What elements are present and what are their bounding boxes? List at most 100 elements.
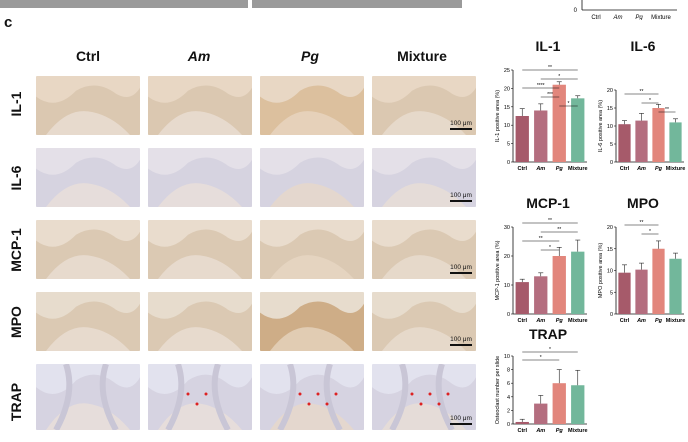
significance-label: * (549, 245, 551, 251)
bar-am (635, 269, 648, 314)
bar-ctrl (515, 116, 529, 162)
x-category-label: Pg (556, 428, 564, 434)
zero-tick-label: 0 (574, 8, 578, 14)
y-tick-label: 25 (504, 68, 510, 74)
micrograph-mcp-1-ctrl (36, 220, 140, 279)
y-tick-label: 5 (507, 142, 510, 148)
top-category-label: Mixture (651, 15, 671, 20)
y-tick-label: 20 (607, 225, 613, 231)
x-category-label: Mixture (568, 318, 588, 324)
significance-label: * (549, 347, 551, 353)
x-category-label: Pg (556, 166, 564, 172)
y-tick-label: 5 (610, 290, 613, 296)
top-category-label: Am (613, 15, 623, 20)
bar-mixture (669, 122, 682, 162)
bar-pg (652, 108, 665, 162)
x-category-label: Mixture (568, 166, 588, 172)
significance-label: *** (547, 92, 553, 98)
x-category-label: Ctrl (518, 428, 528, 434)
column-header-mixture: Mixture (397, 48, 447, 64)
y-tick-label: 10 (504, 123, 510, 129)
y-tick-label: 8 (507, 368, 510, 374)
previous-chart-axis-fragment: 0 Ctrl Am Pg Mixture (574, 0, 677, 20)
row-label-trap: TRAP (8, 382, 24, 422)
column-header-am: Am (187, 48, 211, 64)
scale-bar-line (450, 344, 472, 346)
bar-mixture (669, 258, 682, 314)
x-category-label: Ctrl (620, 166, 630, 172)
il6-bar-chart: IL-6 positive area (%) 0 5 10 15 20 Ctrl Am Pg Mi… (598, 88, 686, 172)
scale-bar-label: 100 μm (450, 415, 472, 422)
y-tick-label: 2 (507, 408, 510, 414)
y-tick-label: 0 (507, 312, 510, 318)
chart-title-mpo: MPO (627, 195, 659, 211)
scale-bar: 100 μm (450, 264, 472, 274)
significance-label: ** (640, 220, 644, 226)
x-category-label: Am (636, 318, 646, 324)
scale-bar: 100 μm (450, 120, 472, 130)
y-tick-label: 6 (507, 381, 510, 387)
significance-label: **** (537, 83, 545, 89)
row-label-mcp1: MCP-1 (8, 228, 24, 272)
top-category-label: Pg (635, 15, 643, 20)
scale-bar: 100 μm (450, 192, 472, 202)
y-axis-label: MPO positive area (%) (598, 243, 604, 298)
panel-label: c (4, 14, 13, 31)
row-label-mpo: MPO (8, 306, 24, 338)
significance-label: ** (548, 218, 552, 224)
previous-panel-image-strip-left (0, 0, 248, 8)
bar-ctrl (618, 124, 631, 162)
scale-bar-line (450, 272, 472, 274)
bar-ctrl (618, 272, 631, 314)
significance-label: ** (539, 236, 543, 242)
significance-label: * (649, 98, 651, 104)
micrograph-mpo-am (148, 292, 252, 351)
scale-bar: 100 μm (450, 415, 472, 425)
x-category-label: Mixture (666, 318, 686, 324)
y-tick-label: 20 (504, 254, 510, 260)
micrograph-trap-ctrl (36, 364, 140, 430)
y-tick-label: 20 (504, 86, 510, 92)
significance-label: ** (557, 227, 561, 233)
row-label-il6: IL-6 (8, 165, 24, 191)
y-tick-label: 0 (610, 312, 613, 318)
bar-am (534, 110, 548, 162)
chart-title-trap: TRAP (528, 326, 568, 342)
y-tick-label: 10 (504, 354, 510, 360)
micrograph-mcp-1-am (148, 220, 252, 279)
significance-label: ** (640, 89, 644, 95)
chart-title-mcp1: MCP-1 (526, 195, 570, 211)
significance-label: ** (548, 65, 552, 71)
y-tick-label: 0 (610, 160, 613, 166)
micrograph-trap-mixture: 100 μm (372, 364, 476, 430)
chart-title-il6: IL-6 (630, 38, 656, 54)
y-tick-label: 10 (607, 124, 613, 130)
x-category-label: Mixture (666, 166, 686, 172)
column-header-ctrl: Ctrl (75, 48, 101, 64)
y-axis-label: IL-1 positive area (%) (495, 90, 501, 142)
significance-label: * (540, 355, 542, 361)
mpo-bar-chart: MPO positive area (%) 0 5 10 15 20 Ctrl Am Pg Mix… (598, 220, 686, 324)
micrograph-il-1-mixture: 100 μm (372, 76, 476, 135)
x-category-label: Pg (655, 318, 663, 324)
column-header-pg: Pg (301, 48, 319, 64)
bar-pg (552, 383, 566, 424)
micrograph-mpo-pg (260, 292, 364, 351)
y-tick-label: 20 (607, 88, 613, 94)
bar-ctrl (515, 421, 529, 424)
x-category-label: Ctrl (620, 318, 630, 324)
scale-bar-line (450, 200, 472, 202)
x-category-label: Am (535, 318, 545, 324)
y-tick-label: 15 (607, 247, 613, 253)
y-tick-label: 0 (507, 160, 510, 166)
micrograph-trap-pg (260, 364, 364, 430)
scale-bar-line (450, 128, 472, 130)
x-category-label: Ctrl (518, 166, 528, 172)
y-tick-label: 15 (607, 106, 613, 112)
micrograph-il-1-pg (260, 76, 364, 135)
bar-am (635, 120, 648, 162)
bar-am (534, 276, 548, 314)
mcp1-bar-chart: MCP-1 positive area (%) 0 10 20 30 Ctrl Am Pg Mi… (495, 218, 588, 324)
bar-mixture (571, 385, 585, 424)
bar-pg (552, 256, 566, 314)
